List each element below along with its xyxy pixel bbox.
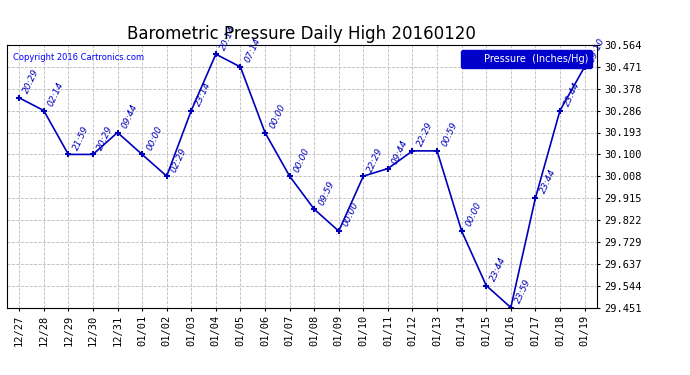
Text: 20:29: 20:29 <box>96 124 115 152</box>
Text: 23:59: 23:59 <box>513 278 533 305</box>
Pressure  (Inches/Hg) <box>457 229 466 233</box>
Title: Barometric Pressure Daily High 20160120: Barometric Pressure Daily High 20160120 <box>128 26 476 44</box>
Pressure  (Inches/Hg) <box>39 108 48 113</box>
Text: 23:44: 23:44 <box>538 168 558 195</box>
Text: 22:29: 22:29 <box>366 146 385 173</box>
Text: 09:44: 09:44 <box>120 102 139 130</box>
Text: 21:59: 21:59 <box>71 124 90 152</box>
Pressure  (Inches/Hg) <box>556 108 564 113</box>
Text: 00:00: 00:00 <box>145 124 164 152</box>
Pressure  (Inches/Hg) <box>64 152 72 157</box>
Text: 23:14: 23:14 <box>194 80 213 108</box>
Text: 00:00: 00:00 <box>464 201 484 228</box>
Pressure  (Inches/Hg) <box>15 96 23 100</box>
Pressure  (Inches/Hg) <box>580 64 589 69</box>
Pressure  (Inches/Hg) <box>261 130 269 135</box>
Pressure  (Inches/Hg) <box>335 229 343 233</box>
Text: 02:29: 02:29 <box>170 146 188 173</box>
Pressure  (Inches/Hg) <box>163 174 171 178</box>
Text: 00:00: 00:00 <box>268 102 287 130</box>
Text: 00:00: 00:00 <box>342 201 361 228</box>
Pressure  (Inches/Hg) <box>286 174 294 178</box>
Pressure  (Inches/Hg) <box>113 130 121 135</box>
Text: 09:59: 09:59 <box>317 179 336 206</box>
Pressure  (Inches/Hg) <box>187 108 195 113</box>
Text: 07:14: 07:14 <box>243 37 262 64</box>
Pressure  (Inches/Hg) <box>89 152 97 157</box>
Pressure  (Inches/Hg) <box>482 284 491 288</box>
Text: 22:29: 22:29 <box>415 121 435 148</box>
Text: 20:14: 20:14 <box>219 24 238 51</box>
Text: 20:29: 20:29 <box>22 68 41 95</box>
Pressure  (Inches/Hg) <box>359 174 368 178</box>
Pressure  (Inches/Hg) <box>384 166 392 171</box>
Legend: Pressure  (Inches/Hg): Pressure (Inches/Hg) <box>462 50 592 68</box>
Pressure  (Inches/Hg) <box>212 52 220 57</box>
Pressure  (Inches/Hg) <box>408 148 417 153</box>
Text: 23:44: 23:44 <box>563 80 582 108</box>
Pressure  (Inches/Hg) <box>138 152 146 157</box>
Text: 23:44: 23:44 <box>489 255 508 283</box>
Pressure  (Inches/Hg) <box>531 196 540 200</box>
Text: 00:00: 00:00 <box>293 146 311 173</box>
Text: 00:59: 00:59 <box>440 121 459 148</box>
Line: Pressure  (Inches/Hg): Pressure (Inches/Hg) <box>16 51 588 311</box>
Text: 09:10: 09:10 <box>587 37 607 64</box>
Pressure  (Inches/Hg) <box>433 148 441 153</box>
Pressure  (Inches/Hg) <box>506 305 515 310</box>
Pressure  (Inches/Hg) <box>236 64 244 69</box>
Pressure  (Inches/Hg) <box>310 207 318 212</box>
Text: 09:44: 09:44 <box>391 138 410 166</box>
Text: 02:14: 02:14 <box>46 80 66 108</box>
Text: Copyright 2016 Cartronics.com: Copyright 2016 Cartronics.com <box>13 53 144 62</box>
